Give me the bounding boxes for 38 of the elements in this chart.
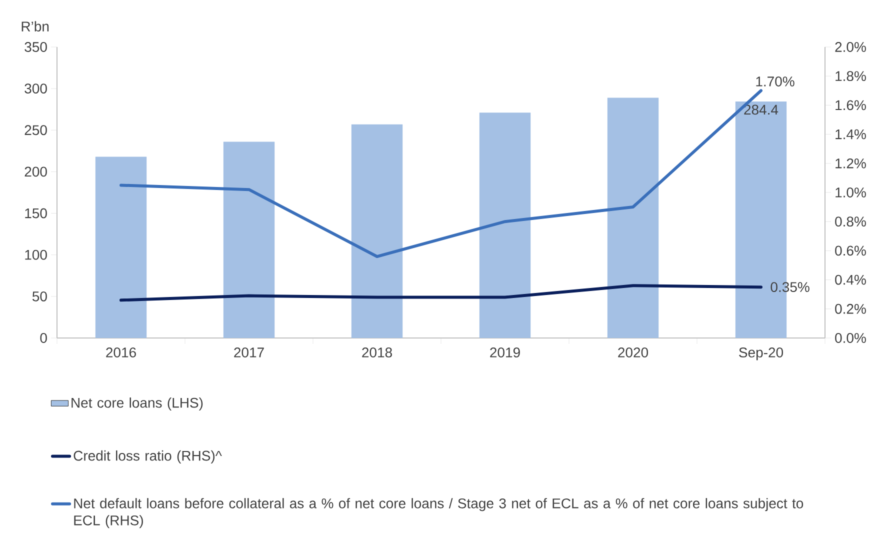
y-tick-label: 100 (25, 250, 47, 260)
y2-tick-label: 1.0% (836, 188, 866, 198)
bar (479, 112, 531, 338)
y-tick-label: 200 (24, 166, 47, 177)
x-tick-label: 2016 (106, 348, 136, 358)
legend-label: Credit loss ratio (RHS)^ (74, 450, 222, 464)
x-tick-label: Sep-20 (739, 348, 784, 360)
y-tick-label: 50 (32, 291, 47, 302)
bar (351, 124, 403, 338)
bar (95, 156, 147, 338)
y-tick-label: 150 (25, 208, 47, 218)
y2-tick-label: 2.0% (835, 42, 866, 52)
y-tick-label: 0 (40, 333, 47, 343)
y2-tick-label: 1.6% (836, 100, 866, 110)
y-tick-label: 300 (24, 84, 47, 94)
legend-label: Net core loans (LHS) (72, 397, 203, 411)
bar (223, 142, 275, 338)
x-tick-label: 2017 (234, 348, 264, 358)
line-series (120, 284, 762, 302)
y2-tick-label: 0.0% (835, 333, 866, 343)
data-label: 0.35% (770, 282, 810, 292)
y2-tick-label: 0.6% (835, 246, 866, 256)
x-tick-label: 2020 (618, 348, 648, 358)
y-tick-label: 350 (24, 42, 47, 52)
y2-tick-label: 1.4% (836, 129, 866, 140)
bar (607, 98, 659, 338)
legend-label: Net default loans before collateral as a % of net core loans / Stage 3 net of ECL as a % of net core loans subject to ECL (RHS) (74, 498, 804, 528)
y2-tick-label: 0.4% (835, 274, 866, 285)
x-tick-label: 2018 (362, 348, 392, 358)
y2-tick-label: 0.8% (835, 216, 866, 227)
y2-tick-label: 0.2% (835, 304, 866, 314)
data-label: 1.70% (756, 76, 794, 86)
y-tick-label: 250 (24, 125, 47, 136)
x-tick-label: 2019 (490, 348, 520, 358)
y-axis-title: R’bn (22, 21, 49, 32)
data-label: 284.4 (744, 104, 778, 115)
y2-tick-label: 1.2% (836, 158, 866, 168)
y2-tick-label: 1.8% (836, 71, 866, 82)
